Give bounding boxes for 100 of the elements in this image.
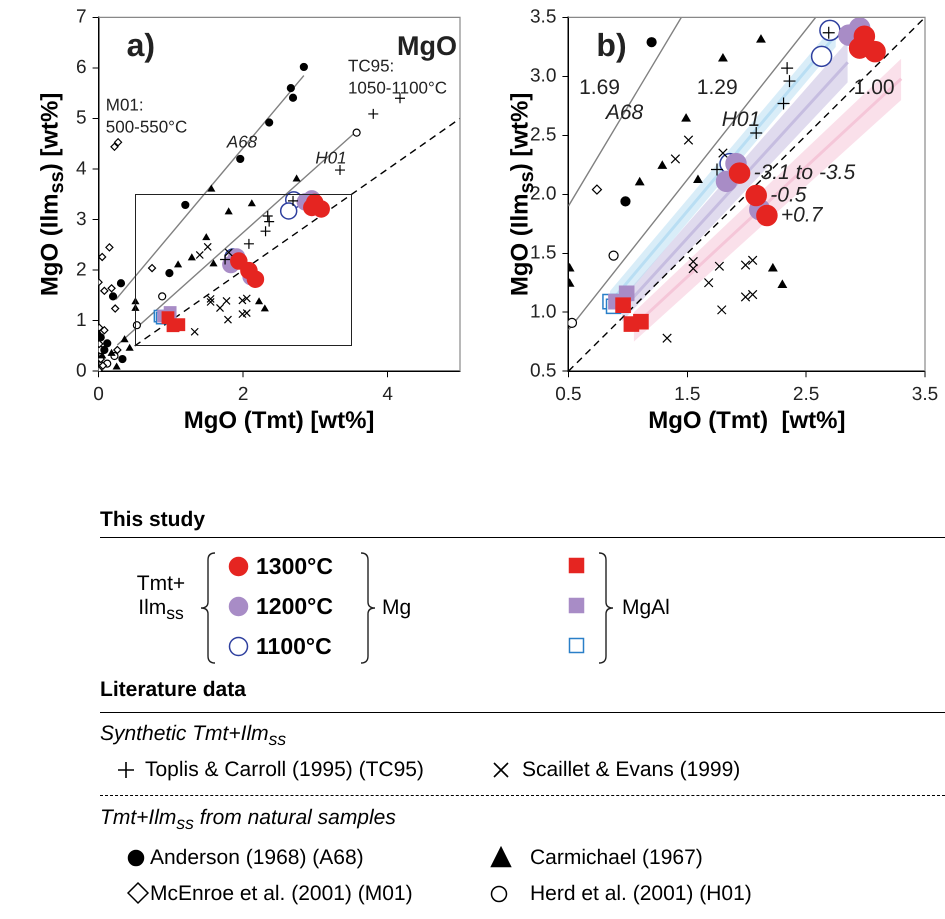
point bbox=[704, 278, 714, 288]
point bbox=[196, 250, 204, 260]
point bbox=[756, 204, 778, 226]
point bbox=[120, 336, 128, 342]
y-tick-label: 1.0 bbox=[530, 301, 556, 322]
x-tick-label: 1.5 bbox=[674, 384, 700, 405]
point bbox=[248, 200, 256, 206]
point bbox=[615, 297, 631, 313]
y-tick-label: 7 bbox=[76, 6, 87, 28]
y-tick-label: 2 bbox=[76, 259, 87, 280]
point bbox=[108, 292, 118, 300]
point bbox=[113, 346, 122, 354]
point bbox=[158, 292, 166, 300]
chart-title: b) bbox=[596, 27, 627, 64]
x-tick-label: 0.5 bbox=[555, 384, 582, 405]
point bbox=[208, 185, 215, 192]
point bbox=[293, 175, 300, 182]
point bbox=[646, 37, 657, 48]
point bbox=[225, 208, 232, 214]
point bbox=[684, 135, 694, 145]
point bbox=[778, 280, 787, 288]
point bbox=[260, 226, 272, 237]
chart-title: a) bbox=[126, 27, 156, 64]
point bbox=[181, 200, 190, 210]
y-tick-label: 3.0 bbox=[530, 66, 556, 87]
point bbox=[103, 339, 112, 348]
x-tick-label: 2.5 bbox=[792, 384, 820, 405]
point bbox=[98, 352, 106, 358]
point bbox=[864, 40, 886, 62]
point bbox=[204, 242, 212, 251]
point bbox=[740, 292, 750, 302]
y-tick-label: 2.5 bbox=[530, 124, 556, 146]
point bbox=[620, 196, 631, 206]
point bbox=[662, 333, 672, 344]
point bbox=[202, 234, 210, 240]
point bbox=[224, 248, 233, 257]
point bbox=[352, 128, 361, 137]
x-tick-label: 4 bbox=[382, 384, 394, 405]
point bbox=[172, 318, 186, 332]
point bbox=[242, 294, 251, 303]
point bbox=[718, 148, 728, 158]
point bbox=[776, 96, 790, 110]
point bbox=[810, 46, 832, 68]
point bbox=[716, 305, 727, 315]
text: MgAl bbox=[622, 596, 670, 620]
point bbox=[165, 269, 174, 278]
point bbox=[105, 243, 114, 252]
point bbox=[116, 279, 126, 288]
point bbox=[98, 252, 106, 262]
y-tick-label: 0.5 bbox=[530, 360, 556, 382]
point bbox=[710, 162, 724, 176]
point bbox=[107, 284, 116, 292]
point bbox=[728, 162, 750, 184]
point bbox=[216, 304, 224, 312]
point bbox=[592, 184, 602, 195]
legend-label: 1200°C bbox=[256, 593, 333, 619]
legend-label: Anderson (1968) (A68) bbox=[150, 846, 364, 870]
legend-label: Toplis & Carroll (1995) (TC95) bbox=[145, 758, 424, 782]
point bbox=[111, 304, 120, 313]
point bbox=[126, 344, 134, 351]
text: This study bbox=[100, 508, 206, 532]
point bbox=[334, 164, 346, 176]
point bbox=[110, 142, 119, 151]
point bbox=[368, 108, 379, 120]
legend-label: Carmichael (1967) bbox=[530, 846, 703, 870]
point bbox=[740, 260, 750, 270]
legend-label: 1100°C bbox=[256, 633, 332, 659]
x-tick-label: 2 bbox=[238, 384, 248, 405]
point bbox=[100, 346, 108, 354]
point bbox=[98, 362, 108, 370]
legend-label: Scaillet & Evans (1999) bbox=[522, 758, 740, 782]
point bbox=[100, 326, 108, 334]
y-tick-label: 5 bbox=[76, 108, 87, 129]
point bbox=[288, 94, 298, 102]
point bbox=[243, 238, 255, 250]
point bbox=[300, 62, 308, 72]
point bbox=[262, 210, 274, 222]
point bbox=[238, 310, 247, 318]
legend-label: Herd et al. (2001) (H01) bbox=[530, 882, 752, 906]
text: Mg bbox=[382, 596, 412, 620]
y-tick-label: 1.5 bbox=[530, 242, 556, 264]
point bbox=[286, 84, 295, 92]
point bbox=[206, 298, 215, 306]
point bbox=[255, 298, 263, 304]
y-tick-label: 6 bbox=[76, 57, 87, 78]
point bbox=[230, 252, 248, 270]
point bbox=[635, 177, 644, 186]
point bbox=[224, 316, 232, 324]
text: Literature data bbox=[100, 678, 246, 702]
point bbox=[682, 114, 691, 122]
point bbox=[748, 290, 758, 300]
legend-label: McEnroe et al. (2001) (M01) bbox=[150, 882, 413, 906]
legend-label: 1300°C bbox=[256, 553, 333, 579]
point bbox=[108, 349, 116, 356]
y-tick-label: 4 bbox=[76, 158, 87, 180]
point bbox=[222, 296, 231, 306]
point bbox=[100, 286, 108, 295]
point bbox=[658, 160, 667, 169]
x-axis-title: MgO (Tmt) [wt%] bbox=[184, 407, 374, 436]
point bbox=[782, 74, 796, 88]
